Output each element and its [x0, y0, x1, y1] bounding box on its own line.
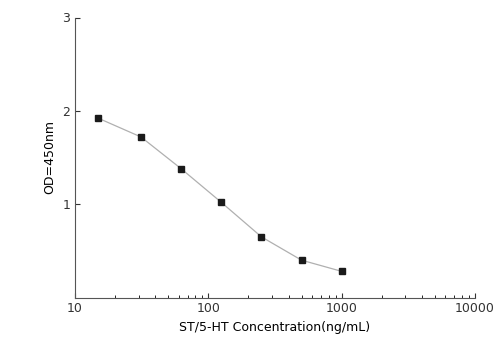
X-axis label: ST/5-HT Concentration(ng/mL): ST/5-HT Concentration(ng/mL): [180, 321, 370, 334]
Y-axis label: OD=450nm: OD=450nm: [44, 120, 57, 195]
